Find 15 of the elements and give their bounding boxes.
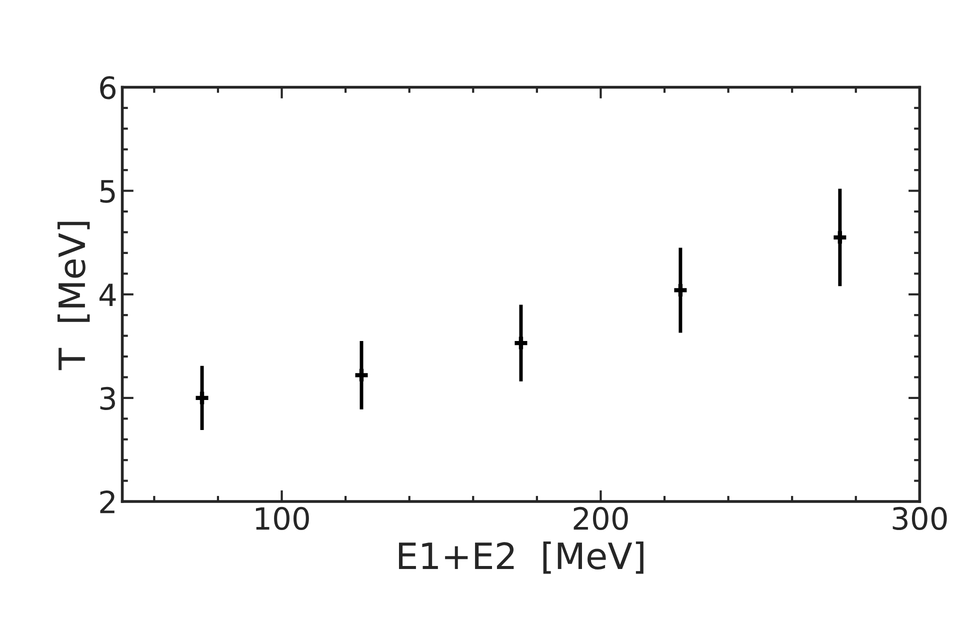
point [355,368,368,382]
x-tick-label: 300 [892,506,947,530]
point [514,336,528,350]
x-tick-label: 200 [574,506,628,530]
y-tick-label: 3 [100,386,115,410]
y-axis-title: T [MeV] [57,222,90,370]
y-tick-label: 2 [100,490,114,514]
point [196,392,208,404]
y-tick-label: 6 [100,76,116,100]
x-axis-title: E1+E2 [MeV] [399,542,644,574]
point [674,284,687,296]
x-tick-label: 100 [256,506,309,530]
y-tick-label: 4 [99,284,116,306]
point [834,231,846,244]
y-tick-label: 5 [100,180,115,203]
